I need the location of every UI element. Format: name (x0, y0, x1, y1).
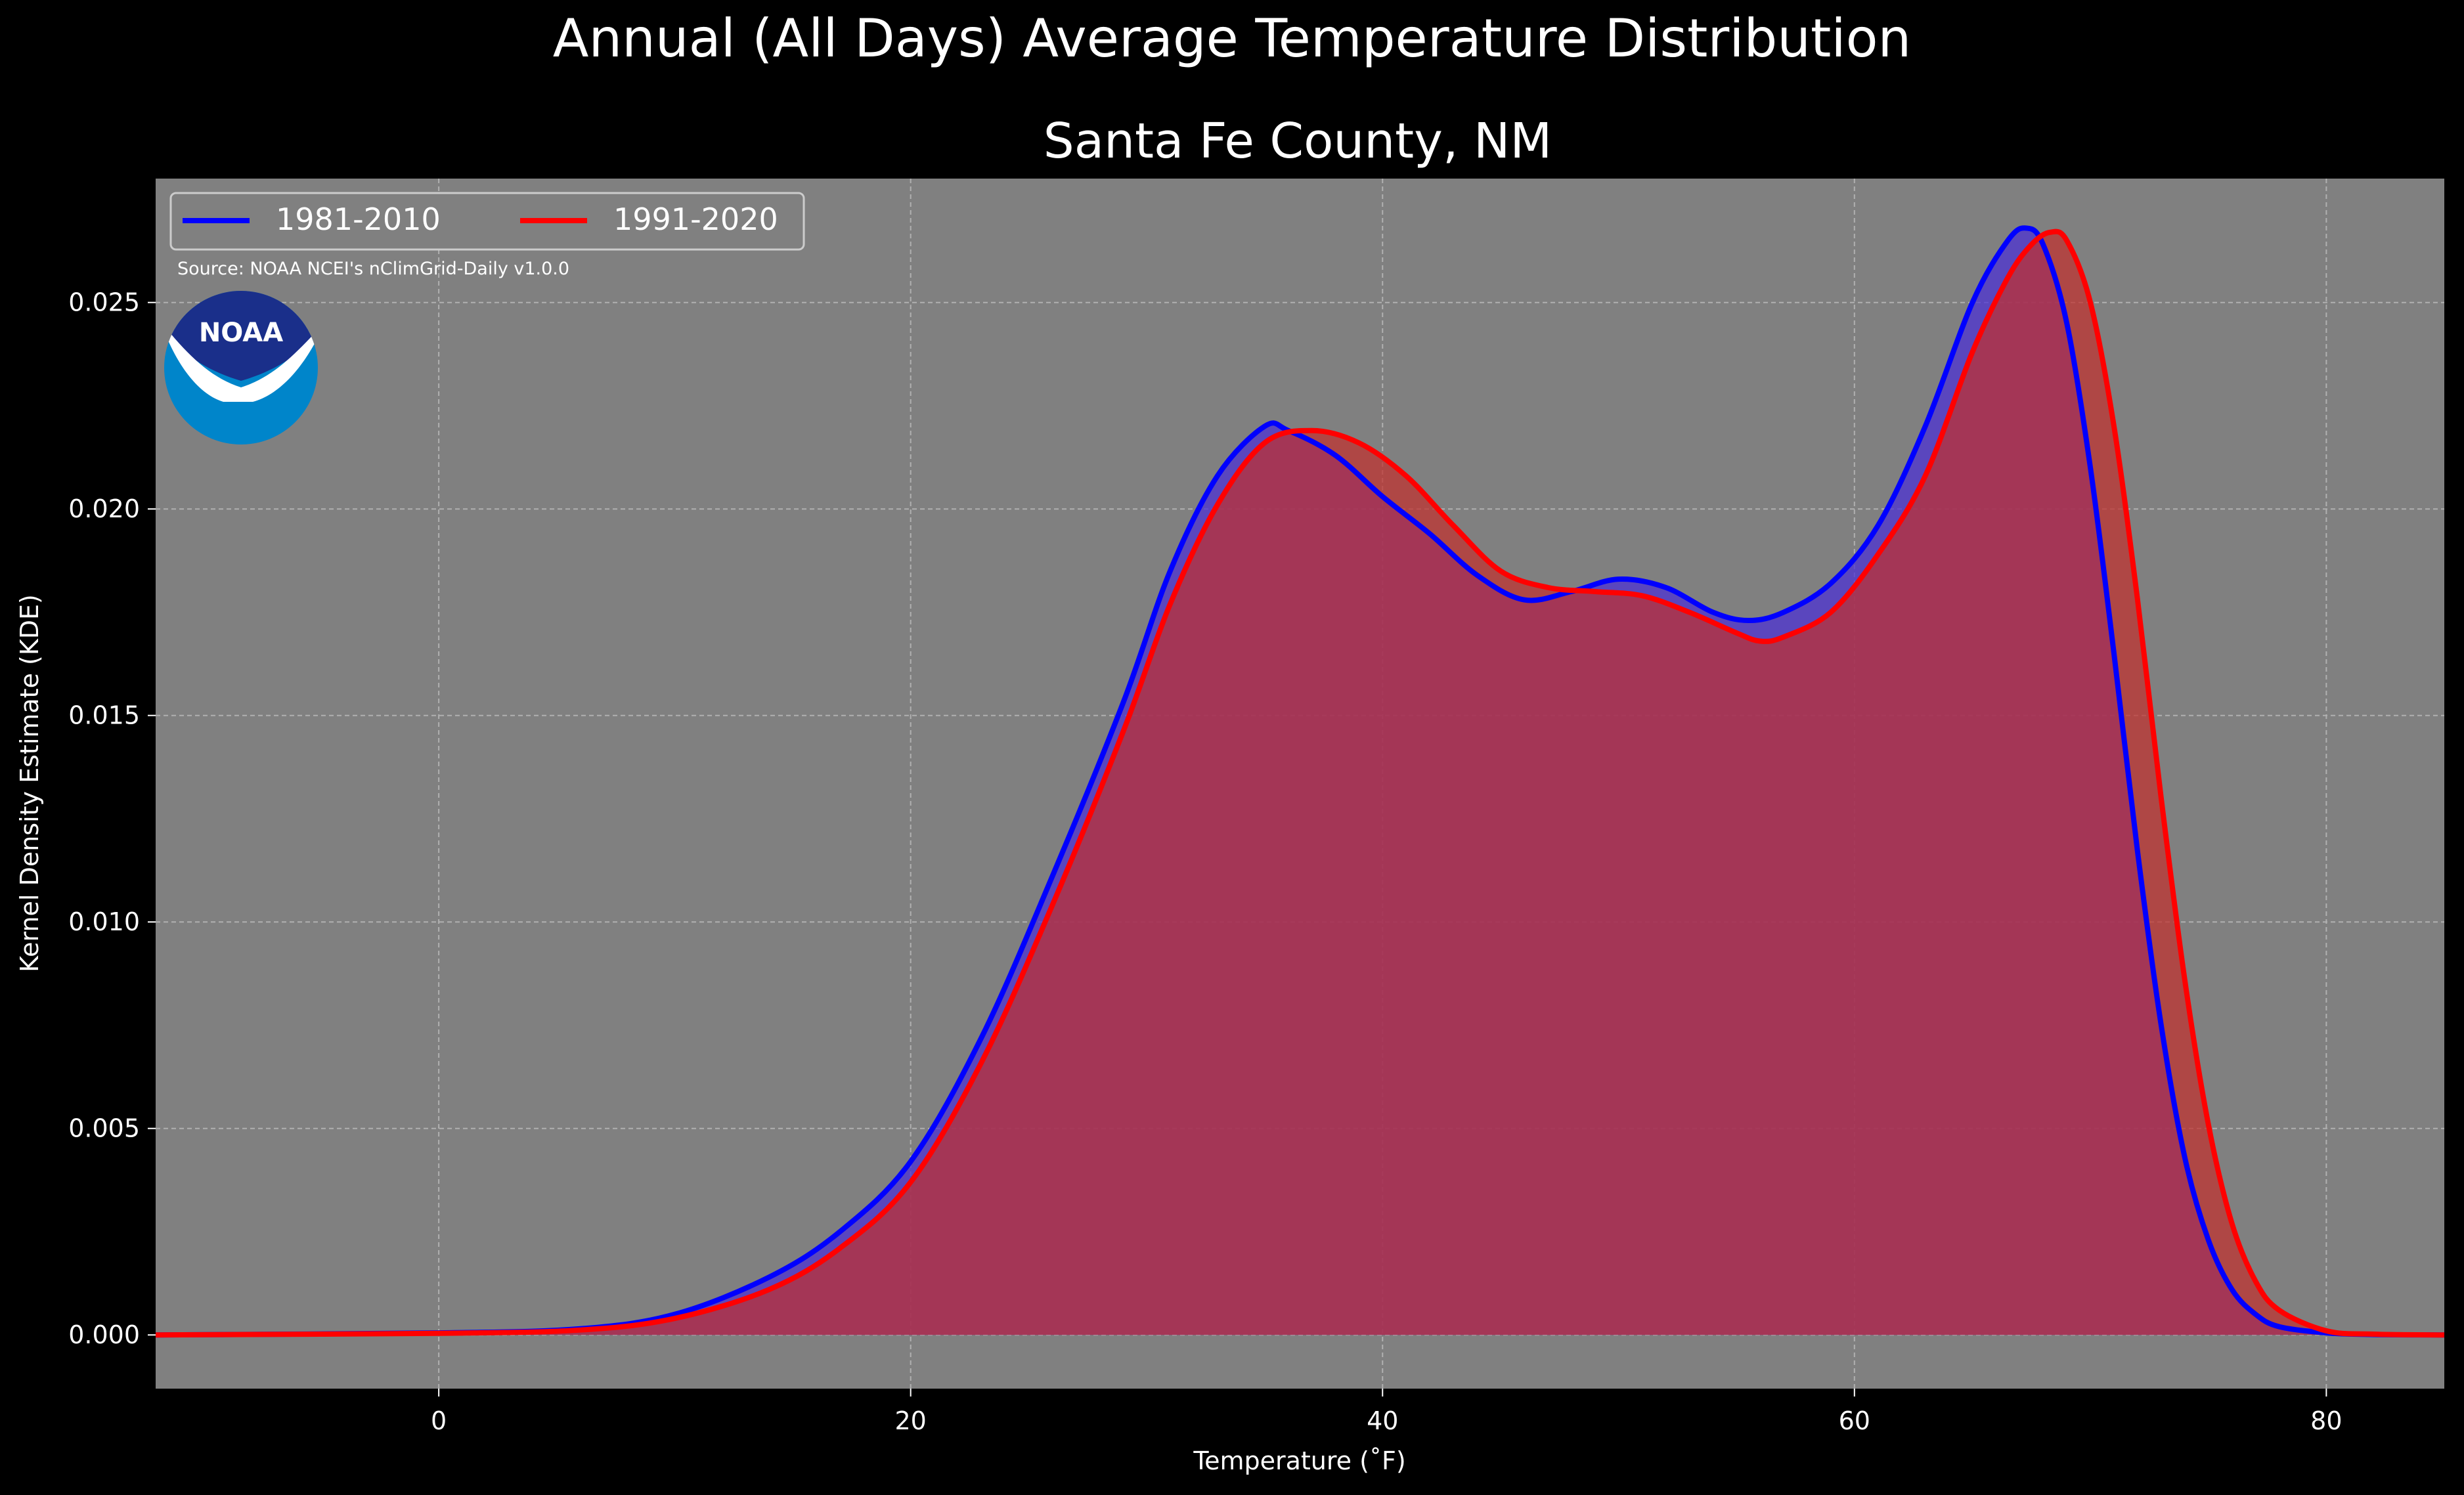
legend-label-series-2: 1991-2020 (613, 202, 778, 237)
x-tick-label: 80 (2310, 1406, 2342, 1435)
y-tick-label: 0.005 (68, 1114, 140, 1143)
axes-title: Santa Fe County, NM (1044, 113, 1552, 169)
figure-suptitle: Annual (All Days) Average Temperature Di… (553, 8, 1911, 69)
noaa-logo: NOAA (164, 291, 318, 444)
y-tick-label: 0.010 (68, 907, 140, 936)
legend: 1981-2010 1991-2020 (169, 192, 805, 251)
legend-label-series-1: 1981-2010 (276, 202, 441, 237)
y-axis: 0.000 0.005 0.010 0.015 0.020 0.025 (68, 288, 156, 1349)
x-axis-label: Temperature (˚F) (1193, 1446, 1405, 1475)
series-fill-2 (156, 231, 2444, 1335)
series-line-1 (156, 225, 2444, 1338)
legend-box (169, 192, 805, 251)
y-tick-label: 0.020 (68, 494, 140, 523)
x-tick-label: 0 (431, 1406, 447, 1435)
noaa-logo-text: NOAA (199, 318, 283, 348)
y-tick-label: 0.025 (68, 288, 140, 317)
y-tick-label: 0.015 (68, 701, 140, 730)
x-axis: 0 20 40 60 80 (431, 1389, 2343, 1435)
y-axis-label: Kernel Density Estimate (KDE) (15, 594, 44, 972)
series-lines (156, 225, 2444, 1338)
series-line-2 (156, 228, 2444, 1338)
x-tick-label: 60 (1839, 1406, 1870, 1435)
x-tick-label: 40 (1367, 1406, 1398, 1435)
series-fills (156, 228, 2444, 1335)
x-tick-label: 20 (895, 1406, 927, 1435)
y-tick-label: 0.000 (68, 1320, 140, 1349)
source-note: Source: NOAA NCEI's nClimGrid-Daily v1.0… (177, 259, 569, 279)
